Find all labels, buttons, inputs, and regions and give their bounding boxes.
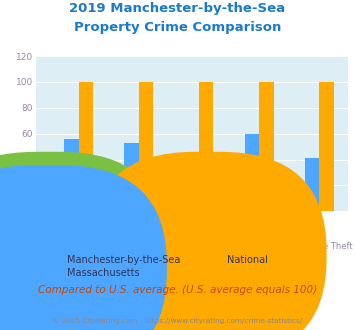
Bar [78, 82, 93, 211]
Bar [64, 139, 78, 211]
Text: 2019 Manchester-by-the-Sea: 2019 Manchester-by-the-Sea [70, 2, 285, 15]
Text: Compared to U.S. average. (U.S. average equals 100): Compared to U.S. average. (U.S. average … [38, 285, 317, 295]
Text: Massachusetts: Massachusetts [67, 268, 140, 278]
Text: Property Crime Comparison: Property Crime Comparison [74, 21, 281, 34]
Text: Manchester-by-the-Sea: Manchester-by-the-Sea [67, 255, 181, 265]
Text: © 2025 CityRating.com - https://www.cityrating.com/crime-statistics/: © 2025 CityRating.com - https://www.city… [53, 317, 302, 324]
Bar [290, 201, 305, 211]
Bar [230, 182, 245, 211]
Text: Larceny & Theft: Larceny & Theft [218, 225, 285, 234]
Bar [259, 82, 274, 211]
Text: Motor Vehicle Theft: Motor Vehicle Theft [271, 242, 353, 251]
Bar [124, 143, 139, 211]
Text: Burglary: Burglary [114, 225, 149, 234]
Bar [110, 183, 124, 211]
Text: Arson: Arson [180, 242, 204, 251]
Bar [199, 82, 213, 211]
Bar [50, 184, 64, 211]
Text: All Property Crime: All Property Crime [33, 242, 110, 251]
Bar [305, 158, 319, 211]
Bar [319, 82, 334, 211]
Text: National: National [227, 255, 268, 265]
Bar [139, 82, 153, 211]
Bar [245, 134, 259, 211]
